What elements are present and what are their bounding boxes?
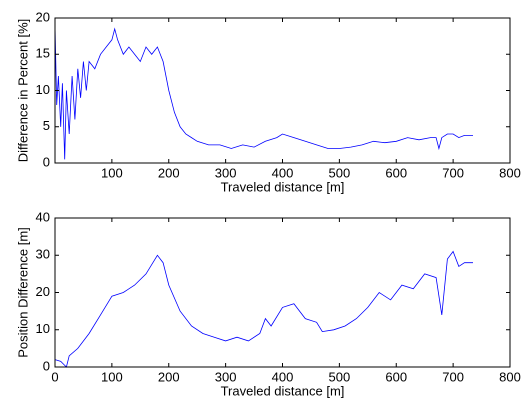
x-tick-label: 400 — [272, 369, 294, 384]
y-tick-label: 10 — [36, 321, 50, 336]
y-tick-label: 20 — [36, 9, 50, 24]
data-line — [54, 250, 473, 368]
data-line — [54, 25, 473, 160]
y-tick-label: 30 — [36, 247, 50, 262]
x-tick-label: 100 — [101, 165, 123, 180]
x-tick-label: 100 — [101, 369, 123, 384]
x-axis-label: Traveled distance [m] — [221, 383, 345, 398]
y-tick-label: 0 — [43, 154, 50, 169]
y-axis-label: Position Difference [m] — [15, 227, 30, 358]
x-tick-label: 500 — [329, 369, 351, 384]
axes-frame — [54, 17, 511, 164]
x-tick-label: 700 — [442, 165, 464, 180]
x-tick-label: 700 — [442, 369, 464, 384]
x-tick-label: 200 — [158, 165, 180, 180]
x-axis-label: Traveled distance [m] — [221, 179, 345, 194]
y-tick-label: 20 — [36, 284, 50, 299]
x-tick-label: 200 — [158, 369, 180, 384]
y-tick-label: 0 — [43, 358, 50, 373]
y-tick-label: 5 — [43, 118, 50, 133]
x-tick-label: 800 — [499, 369, 521, 384]
y-axis-label: Difference in Percent [%] — [15, 19, 30, 163]
y-tick-label: 15 — [36, 46, 50, 61]
x-tick-label: 600 — [385, 369, 407, 384]
y-tick-label: 10 — [36, 82, 50, 97]
x-tick-label: 600 — [385, 165, 407, 180]
y-tick-label: 40 — [36, 209, 50, 224]
x-tick-label: 800 — [499, 165, 521, 180]
x-tick-label: 0 — [51, 369, 58, 384]
x-tick-label: 500 — [329, 165, 351, 180]
x-tick-label: 300 — [215, 165, 237, 180]
x-tick-label: 400 — [272, 165, 294, 180]
x-tick-label: 300 — [215, 369, 237, 384]
